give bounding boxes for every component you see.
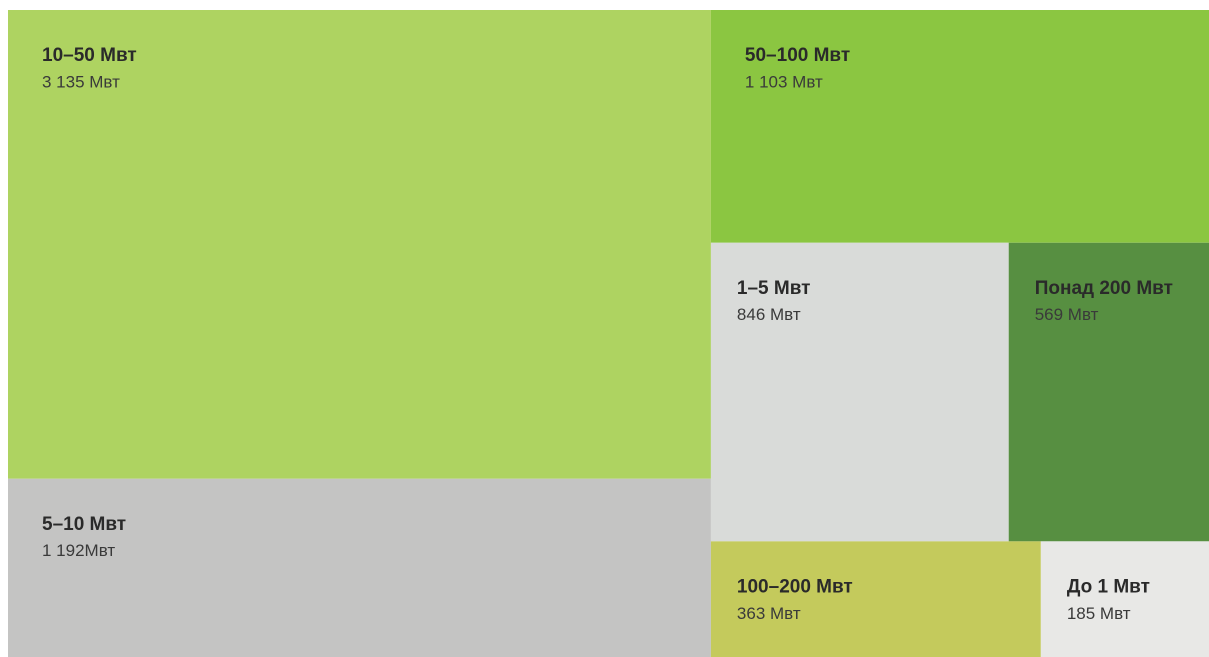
treemap-cell	[710, 541, 1041, 657]
treemap-cell	[8, 478, 711, 657]
treemap-cell	[1040, 541, 1209, 657]
cell-value: 1 192Мвт	[42, 541, 115, 560]
treemap-cell	[710, 10, 1209, 243]
cell-label: До 1 Мвт	[1067, 576, 1150, 597]
treemap-cell	[710, 242, 1009, 542]
cell-value: 1 103 Мвт	[745, 72, 823, 91]
treemap-cell	[8, 10, 711, 479]
cell-value: 569 Мвт	[1035, 305, 1099, 324]
cell-label: 10–50 Мвт	[42, 45, 137, 66]
cell-label: 100–200 Мвт	[737, 576, 853, 597]
cell-label: 5–10 Мвт	[42, 514, 126, 535]
cell-value: 846 Мвт	[737, 305, 801, 324]
cell-value: 3 135 Мвт	[42, 72, 120, 91]
treemap: 10–50 Мвт 3 135 Мвт 5–10 Мвт 1 192Мвт 50–100…	[8, 10, 1209, 657]
cell-label: 50–100 Мвт	[745, 45, 850, 66]
cell-label: 1–5 Мвт	[737, 278, 811, 299]
treemap-cell	[1008, 242, 1209, 542]
cell-value: 185 Мвт	[1067, 604, 1131, 623]
cell-value: 363 Мвт	[737, 604, 801, 623]
cell-label: Понад 200 Мвт	[1035, 278, 1173, 299]
